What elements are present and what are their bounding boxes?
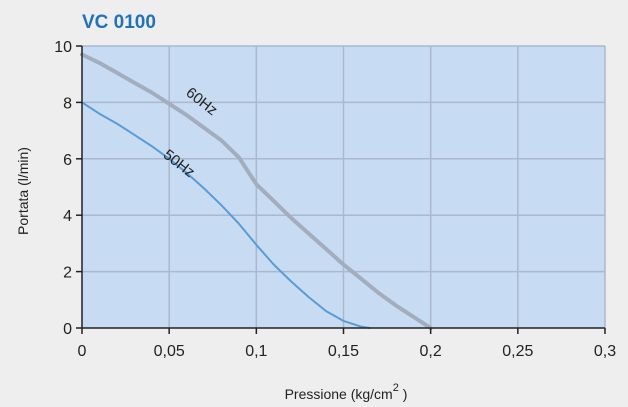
x-tick-label: 0,05 bbox=[154, 343, 185, 360]
y-tick-label: 4 bbox=[63, 208, 72, 225]
series-line-50hz bbox=[81, 101, 371, 329]
axes bbox=[76, 45, 606, 334]
x-tick-label: 0,3 bbox=[594, 343, 616, 360]
x-tick-labels: 0 0,05 0,1 0,15 0,2 0,25 0,3 bbox=[78, 343, 617, 360]
y-axis-title: Portata (l/min) bbox=[15, 147, 31, 235]
x-tick-label: 0,2 bbox=[420, 343, 442, 360]
x-axis-title-main: Pressione (kg/cm bbox=[285, 386, 393, 402]
x-tick-label: 0 bbox=[78, 343, 87, 360]
x-tick-label: 0,1 bbox=[245, 343, 267, 360]
x-tick-label: 0,15 bbox=[328, 343, 359, 360]
grid-lines bbox=[82, 45, 606, 328]
y-tick-label: 8 bbox=[63, 95, 72, 112]
x-axis-title-superscript: 2 bbox=[393, 382, 399, 394]
series-line-60hz bbox=[80, 52, 433, 330]
y-tick-label: 6 bbox=[63, 152, 72, 169]
x-tick-label: 0,25 bbox=[502, 343, 533, 360]
y-tick-label: 0 bbox=[63, 321, 72, 338]
y-tick-labels: 0 2 4 6 8 10 bbox=[54, 39, 72, 338]
chart-title: VC 0100 bbox=[82, 12, 156, 33]
x-axis-title: Pressione (kg/cm2 ) bbox=[285, 382, 408, 402]
y-tick-label: 2 bbox=[63, 265, 72, 282]
x-axis-title-tail: ) bbox=[399, 386, 408, 402]
series-layer bbox=[80, 52, 433, 330]
y-tick-label: 10 bbox=[54, 39, 72, 56]
